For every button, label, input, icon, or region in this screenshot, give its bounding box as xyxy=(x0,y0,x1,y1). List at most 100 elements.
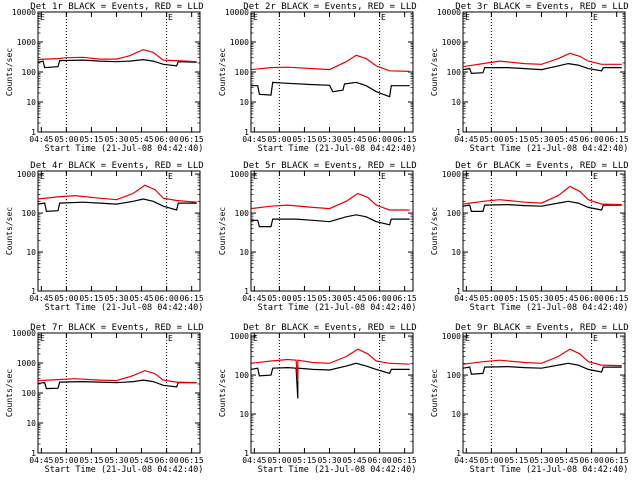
y-tick-label: 10000 xyxy=(225,8,249,17)
x-tick-label: 05:00 xyxy=(54,135,78,144)
lld-rate-line xyxy=(462,185,622,206)
y-tick-label: 100 xyxy=(447,371,462,380)
corner-mark: E xyxy=(465,172,470,181)
x-tick-label: 04:45 xyxy=(242,135,266,144)
x-tick-label: 06:15 xyxy=(605,135,629,144)
events-rate-line xyxy=(37,198,197,213)
corner-mark: E xyxy=(40,172,45,181)
x-tick-label: 06:15 xyxy=(605,456,629,465)
x-tick-label: 05:15 xyxy=(292,294,316,303)
corner-mark: E xyxy=(465,13,470,22)
y-tick-label: 1 xyxy=(31,128,36,137)
detector-panel: Det 8r BLACK = Events, RED = LLD 1 10 100 10… xyxy=(218,323,417,475)
events-rate-line xyxy=(251,214,410,228)
y-tick-label: 10 xyxy=(451,248,461,257)
corner-mark: E xyxy=(593,334,598,343)
y-tick-label: 1000 xyxy=(230,332,249,341)
plot-frame xyxy=(250,11,414,133)
y-axis-label: Counts/sec xyxy=(218,48,227,96)
panel-title: Det 4r BLACK = Events, RED = LLD xyxy=(30,161,203,171)
x-tick-label: 04:45 xyxy=(29,294,53,303)
x-tick-label: 06:00 xyxy=(580,294,604,303)
x-tick-label: 05:00 xyxy=(267,135,291,144)
y-tick-label: 1000 xyxy=(442,170,461,179)
x-axis-label: Start Time (21-Jul-08 04:42:40) xyxy=(45,303,204,313)
x-tick-label: 05:45 xyxy=(129,456,153,465)
x-tick-label: 05:00 xyxy=(54,456,78,465)
y-tick-label: 1000 xyxy=(17,38,36,47)
x-tick-label: 06:15 xyxy=(180,294,204,303)
x-axis-label: Start Time (21-Jul-08 04:42:40) xyxy=(45,144,204,154)
x-tick-label: 04:45 xyxy=(454,135,478,144)
corner-mark: E xyxy=(40,13,45,22)
x-tick-label: 05:00 xyxy=(267,294,291,303)
plot-frame xyxy=(462,170,626,292)
x-tick-label: 06:15 xyxy=(605,294,629,303)
y-tick-label: 100 xyxy=(235,68,250,77)
lld-rate-line xyxy=(462,52,622,68)
x-tick-label: 05:45 xyxy=(554,135,578,144)
y-axis-label: Counts/sec xyxy=(430,48,439,96)
x-tick-label: 05:15 xyxy=(292,135,316,144)
x-tick-label: 05:30 xyxy=(104,294,128,303)
y-tick-label: 10000 xyxy=(12,8,36,17)
corner-mark: E xyxy=(40,334,45,343)
events-rate-line xyxy=(250,362,410,399)
x-tick-label: 06:00 xyxy=(368,456,392,465)
y-tick-label: 10000 xyxy=(12,329,36,338)
x-tick-label: 06:00 xyxy=(580,135,604,144)
x-tick-label: 05:15 xyxy=(504,135,528,144)
corner-mark: E xyxy=(253,172,258,181)
corner-mark: E xyxy=(168,172,173,181)
events-rate-line xyxy=(37,58,197,69)
y-tick-label: 1000 xyxy=(17,170,36,179)
x-tick-label: 04:45 xyxy=(242,456,266,465)
x-tick-label: 05:30 xyxy=(317,294,341,303)
events-rate-line xyxy=(37,379,197,390)
panel-title: Det 7r BLACK = Events, RED = LLD xyxy=(30,323,203,333)
y-tick-label: 10 xyxy=(26,419,36,428)
x-tick-label: 05:45 xyxy=(342,294,366,303)
x-tick-label: 05:30 xyxy=(104,456,128,465)
plot-frame xyxy=(250,332,414,454)
x-tick-label: 05:15 xyxy=(79,135,103,144)
x-tick-label: 05:45 xyxy=(342,456,366,465)
x-tick-label: 05:45 xyxy=(129,135,153,144)
x-axis-label: Start Time (21-Jul-08 04:42:40) xyxy=(470,144,629,154)
x-tick-label: 04:45 xyxy=(454,456,478,465)
y-axis-label: Counts/sec xyxy=(430,207,439,255)
x-tick-label: 06:15 xyxy=(180,135,204,144)
panel-title: Det 5r BLACK = Events, RED = LLD xyxy=(243,161,416,171)
y-axis-label: Counts/sec xyxy=(218,207,227,255)
y-tick-label: 100 xyxy=(235,209,250,218)
lld-rate-line xyxy=(37,369,197,384)
corner-mark: E xyxy=(253,334,258,343)
x-tick-label: 05:30 xyxy=(529,294,553,303)
x-axis-label: Start Time (21-Jul-08 04:42:40) xyxy=(258,144,417,154)
corner-mark: E xyxy=(465,334,470,343)
y-axis-label: Counts/sec xyxy=(5,207,14,255)
x-axis-label: Start Time (21-Jul-08 04:42:40) xyxy=(470,465,629,475)
x-tick-label: 05:45 xyxy=(129,294,153,303)
x-tick-label: 05:15 xyxy=(292,456,316,465)
x-tick-label: 05:00 xyxy=(267,456,291,465)
x-tick-label: 06:15 xyxy=(180,456,204,465)
panel-title: Det 1r BLACK = Events, RED = LLD xyxy=(30,2,203,12)
y-tick-label: 10 xyxy=(239,410,249,419)
x-tick-label: 05:30 xyxy=(317,135,341,144)
x-tick-label: 06:00 xyxy=(368,135,392,144)
panel-title: Det 3r BLACK = Events, RED = LLD xyxy=(455,2,628,12)
x-tick-label: 04:45 xyxy=(454,294,478,303)
detector-panel: Det 4r BLACK = Events, RED = LLD 1 10 100 10… xyxy=(5,161,204,313)
x-axis-label: Start Time (21-Jul-08 04:42:40) xyxy=(258,465,417,475)
x-axis-label: Start Time (21-Jul-08 04:42:40) xyxy=(258,303,417,313)
y-tick-label: 1000 xyxy=(442,38,461,47)
y-tick-label: 1000 xyxy=(442,332,461,341)
lld-rate-line xyxy=(250,192,410,211)
x-tick-label: 05:00 xyxy=(54,294,78,303)
detector-panel: Det 3r BLACK = Events, RED = LLD 1 10 100 10… xyxy=(430,2,629,154)
lld-rate-line xyxy=(250,348,410,382)
events-rate-line xyxy=(462,62,622,75)
y-tick-label: 10 xyxy=(26,248,36,257)
